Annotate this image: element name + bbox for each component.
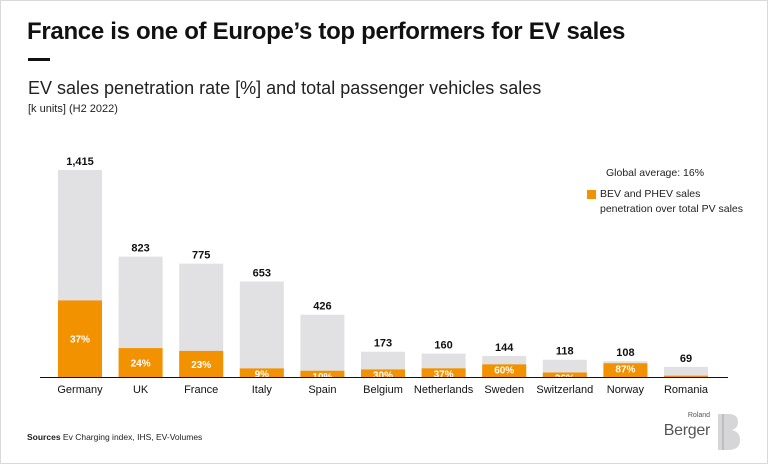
ev-label-romania: 13% [676,377,696,388]
ev-label-france: 23% [191,360,211,371]
total-label-romania: 69 [680,353,692,365]
ev-label-germany: 37% [70,335,90,346]
ev-label-sweden: 60% [494,365,514,376]
category-label-spain: Spain [308,384,336,396]
category-label-france: France [184,384,218,396]
category-label-sweden: Sweden [484,384,524,396]
total-bar-italy [239,281,284,377]
total-label-sweden: 144 [495,342,514,354]
category-label-belgium: Belgium [363,384,403,396]
total-label-germany: 1,415 [66,156,94,168]
total-bar-romania [664,366,708,377]
total-label-switzerland: 118 [556,346,574,358]
category-label-norway: Norway [607,384,645,396]
title-underline [28,58,50,61]
logo-text-big: Berger [663,422,711,439]
ev-bar-romania [664,375,708,377]
total-label-norway: 108 [616,347,634,359]
total-label-italy: 653 [253,267,271,279]
category-label-romania: Romania [664,384,709,396]
sources-label: Sources [27,432,61,442]
total-label-netherlands: 160 [434,340,452,352]
category-label-netherlands: Netherlands [414,384,474,396]
ev-bar-uk [118,348,163,377]
ev-bar-switzerland [542,372,587,377]
category-label-italy: Italy [252,384,273,396]
total-label-france: 775 [192,250,210,262]
ev-bar-spain [300,370,345,377]
ev-label-belgium: 30% [373,370,393,381]
total-label-spain: 426 [313,301,331,313]
page-title: France is one of Europe’s top performers… [27,18,626,45]
category-label-uk: UK [133,384,149,396]
legend-swatch-ev [587,190,596,199]
ev-bar-germany [58,300,102,377]
ev-label-italy: 9% [255,369,270,380]
sources-note: Sources Ev Charging index, IHS, EV-Volum… [27,432,202,442]
logo-text-small: Roland [687,412,710,419]
total-label-uk: 823 [131,243,149,255]
total-label-belgium: 173 [374,338,392,350]
chart-subtitle: EV sales penetration rate [%] and total … [28,78,542,98]
category-label-germany: Germany [57,384,103,396]
ev-label-netherlands: 37% [434,369,454,380]
ev-bar-italy [239,368,284,377]
ev-label-norway: 87% [615,364,635,375]
sources-text: Ev Charging index, IHS, EV-Volumes [62,432,203,442]
ev-label-switzerland: 26% [555,374,575,385]
ev-bar-sweden [482,364,527,377]
total-bar-spain [300,314,345,377]
ev-bar-belgium [361,369,405,377]
chart-subtitle-units: [k units] (H2 2022) [28,103,118,115]
roland-berger-logo: Roland Berger [664,410,742,452]
logo-b-icon [718,414,740,450]
ev-bar-france [179,350,224,377]
legend-label-ev: BEV and PHEV sales penetration over tota… [600,188,744,215]
ev-bar-netherlands [421,368,466,377]
category-label-switzerland: Switzerland [536,384,593,396]
ev-label-uk: 24% [131,359,151,370]
legend-global-average: Global average: 16% [606,167,705,179]
ev-bar-norway [603,363,648,377]
